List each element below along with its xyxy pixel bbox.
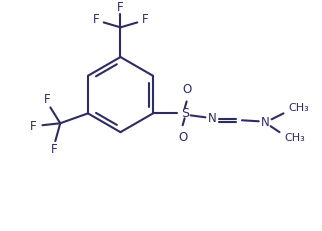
Text: N: N	[208, 112, 217, 125]
Text: F: F	[117, 1, 124, 14]
Text: F: F	[30, 120, 37, 133]
Text: F: F	[142, 13, 148, 26]
Text: S: S	[181, 107, 189, 120]
Text: CH₃: CH₃	[284, 133, 305, 143]
Text: F: F	[92, 13, 99, 26]
Text: CH₃: CH₃	[289, 103, 309, 113]
Text: N: N	[261, 116, 270, 129]
Text: O: O	[182, 83, 191, 96]
Text: F: F	[51, 143, 58, 156]
Text: F: F	[44, 93, 51, 106]
Text: O: O	[178, 131, 187, 144]
